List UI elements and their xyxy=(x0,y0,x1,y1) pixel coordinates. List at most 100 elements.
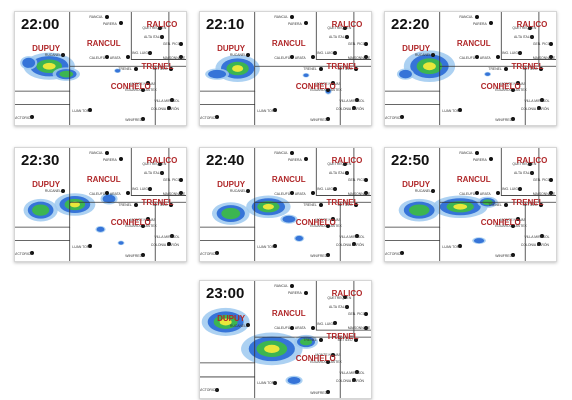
town-marker xyxy=(345,170,350,175)
department-border xyxy=(200,281,256,364)
department-label-rancul: RANCUL xyxy=(86,39,121,49)
town-marker xyxy=(504,202,509,207)
town-label: LUAN TORO xyxy=(442,244,462,249)
town-marker xyxy=(458,244,463,249)
town-label: ALTA ITALIA xyxy=(514,171,533,176)
town-label: METILEO xyxy=(522,67,538,71)
radar-echo xyxy=(219,318,232,326)
town-marker xyxy=(345,34,350,39)
town-label: GEN. PICO xyxy=(532,42,551,47)
town-label: ALTA ITALIA xyxy=(329,35,348,40)
town-label: MAISONNAVE xyxy=(532,55,556,60)
town-label: WINIFREDA xyxy=(310,390,330,395)
department-label-conhelo: CONHELO xyxy=(295,353,336,363)
department-label-ralico: RALICO xyxy=(331,19,363,29)
town-marker xyxy=(158,161,163,166)
town-label: GEN. PICO xyxy=(162,178,181,183)
town-marker xyxy=(518,50,523,55)
town-label: LUAN TORO xyxy=(257,244,277,249)
radar-echo xyxy=(32,204,50,216)
radar-map xyxy=(385,148,556,261)
town-label: RUCANELO xyxy=(414,53,434,58)
town-label: VILLA MIRASOL xyxy=(339,98,365,103)
town-marker xyxy=(528,161,533,166)
town-label: TRENEL xyxy=(118,67,132,71)
town-marker xyxy=(326,223,331,228)
department-border xyxy=(315,281,371,331)
town-label: MONTE NIEVAS xyxy=(130,81,156,86)
town-marker xyxy=(141,87,146,92)
town-label: VICTORICA xyxy=(199,115,218,120)
radar-echo xyxy=(408,204,430,216)
radar-map xyxy=(200,148,371,261)
department-label-conhelo: CONHELO xyxy=(295,82,336,92)
frame-time: 22:30 xyxy=(21,152,60,169)
department-label-rancul: RANCUL xyxy=(271,309,306,319)
town-marker xyxy=(215,115,220,120)
town-label: GEN. PICO xyxy=(347,42,366,47)
town-label: CALEUFÚ xyxy=(459,191,476,196)
town-marker xyxy=(178,41,183,46)
radar-echo xyxy=(453,203,468,210)
town-marker xyxy=(530,34,535,39)
town-marker xyxy=(326,117,331,122)
town-label: ARATA xyxy=(109,55,121,60)
town-label: ING. LUIGGI xyxy=(317,321,337,326)
town-marker xyxy=(88,108,93,113)
town-marker xyxy=(363,55,368,60)
town-label: MAISONNAVE xyxy=(347,55,371,60)
town-marker xyxy=(511,117,516,122)
town-marker xyxy=(319,202,324,207)
town-marker xyxy=(430,52,435,57)
radar-echo xyxy=(262,203,274,210)
town-marker xyxy=(290,191,295,196)
radar-echo xyxy=(118,241,124,245)
town-marker xyxy=(548,41,553,46)
town-label: PARERA xyxy=(473,157,487,162)
town-marker xyxy=(343,295,348,300)
town-label: PARERA xyxy=(103,21,117,26)
town-label: PARERA xyxy=(473,21,487,26)
town-marker xyxy=(60,52,65,57)
town-label: VICTORICA xyxy=(199,251,218,256)
town-marker xyxy=(355,370,360,375)
town-marker xyxy=(353,337,358,342)
town-marker xyxy=(516,217,521,222)
radar-echo xyxy=(208,69,227,79)
town-marker xyxy=(516,81,521,86)
town-marker xyxy=(326,253,331,258)
radar-map xyxy=(385,12,556,125)
town-label: QUETREQUÉN xyxy=(327,295,352,300)
town-marker xyxy=(351,106,356,111)
town-label: ING. LUIGGI xyxy=(132,187,152,192)
department-border xyxy=(500,12,556,60)
town-label: TRENEL xyxy=(488,203,502,207)
town-label: PARERA xyxy=(288,21,302,26)
town-marker xyxy=(290,325,295,330)
town-marker xyxy=(518,186,523,191)
town-label: METILEO xyxy=(522,203,538,207)
department-label-rancul: RANCUL xyxy=(271,175,306,185)
department-label-dupuy: DUPUY xyxy=(217,43,246,53)
town-label: VICTORICA xyxy=(384,115,403,120)
town-marker xyxy=(530,170,535,175)
town-label: PARERA xyxy=(103,157,117,162)
radar-echo xyxy=(69,201,80,208)
town-marker xyxy=(326,87,331,92)
town-marker xyxy=(245,323,250,328)
town-marker xyxy=(475,150,480,155)
town-label: LUAN TORO xyxy=(442,108,462,113)
department-label-conhelo: CONHELO xyxy=(110,218,151,228)
frame-time: 22:20 xyxy=(391,16,430,33)
town-label: LUAN TORO xyxy=(72,244,92,249)
town-label: RUCANELO xyxy=(44,53,64,58)
town-marker xyxy=(363,41,368,46)
town-label: MONTE NIEVAS xyxy=(130,217,156,222)
town-marker xyxy=(355,98,360,103)
frame-time: 22:10 xyxy=(206,16,245,33)
town-label: RANCUL xyxy=(274,15,289,20)
department-label-trenel: TRENEL xyxy=(326,197,359,207)
town-label: ARATA xyxy=(479,191,491,196)
department-label-rancul: RANCUL xyxy=(456,39,491,49)
radar-frame: RANCUL PARERA QUETREQUÉN ALTA ITALIA CALEUFÚ… xyxy=(14,147,187,262)
